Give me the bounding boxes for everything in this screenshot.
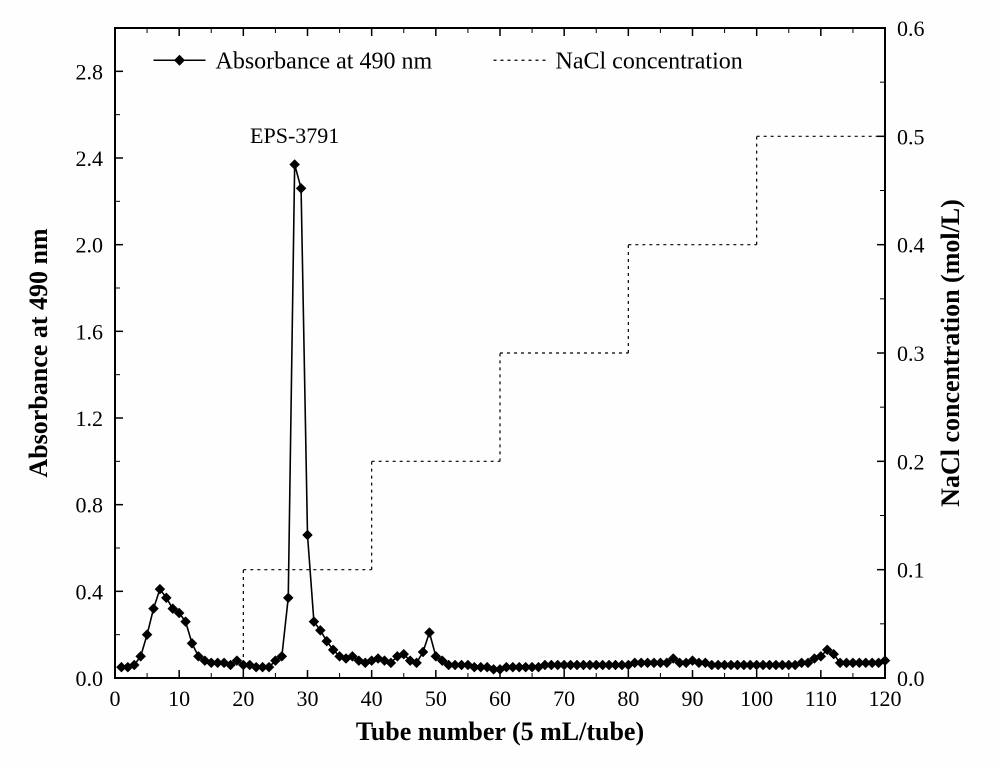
y-left-tick-label: 0.0 [76,666,104,691]
x-tick-label: 100 [740,686,773,711]
y-left-tick-label: 1.2 [76,406,104,431]
y-left-tick-label: 0.4 [76,579,104,604]
chart-svg: 0102030405060708090100110120Tube number … [0,0,1000,768]
y-right-tick-label: 0.5 [897,124,925,149]
x-tick-label: 80 [617,686,639,711]
x-axis-label: Tube number (5 mL/tube) [356,717,644,746]
y-left-tick-label: 2.4 [76,146,104,171]
y-left-tick-label: 0.8 [76,493,104,518]
y-left-tick-label: 2.8 [76,59,104,84]
legend-item-label: NaCl concentration [556,48,743,74]
y-left-tick-label: 1.6 [76,319,104,344]
x-tick-label: 10 [168,686,190,711]
x-tick-label: 90 [682,686,704,711]
y-right-tick-label: 0.0 [897,666,925,691]
x-tick-label: 70 [553,686,575,711]
y-right-tick-label: 0.2 [897,449,925,474]
chart-container: 0102030405060708090100110120Tube number … [0,0,1000,768]
y-left-tick-label: 2.0 [76,233,104,258]
y-right-tick-label: 0.1 [897,558,925,583]
y-left-axis-label: Absorbance at 490 nm [24,228,53,478]
y-right-axis-label: NaCl concentration (mol/L) [936,199,965,507]
y-right-tick-label: 0.4 [897,233,925,258]
y-right-tick-label: 0.3 [897,341,925,366]
y-right-tick-label: 0.6 [897,16,925,41]
x-tick-label: 40 [361,686,383,711]
x-tick-label: 30 [297,686,319,711]
x-tick-label: 110 [805,686,837,711]
x-tick-label: 60 [489,686,511,711]
peak-label: EPS-3791 [250,123,339,148]
x-tick-label: 20 [232,686,254,711]
legend-item-label: Absorbance at 490 nm [216,48,433,74]
x-tick-label: 0 [110,686,121,711]
x-tick-label: 50 [425,686,447,711]
